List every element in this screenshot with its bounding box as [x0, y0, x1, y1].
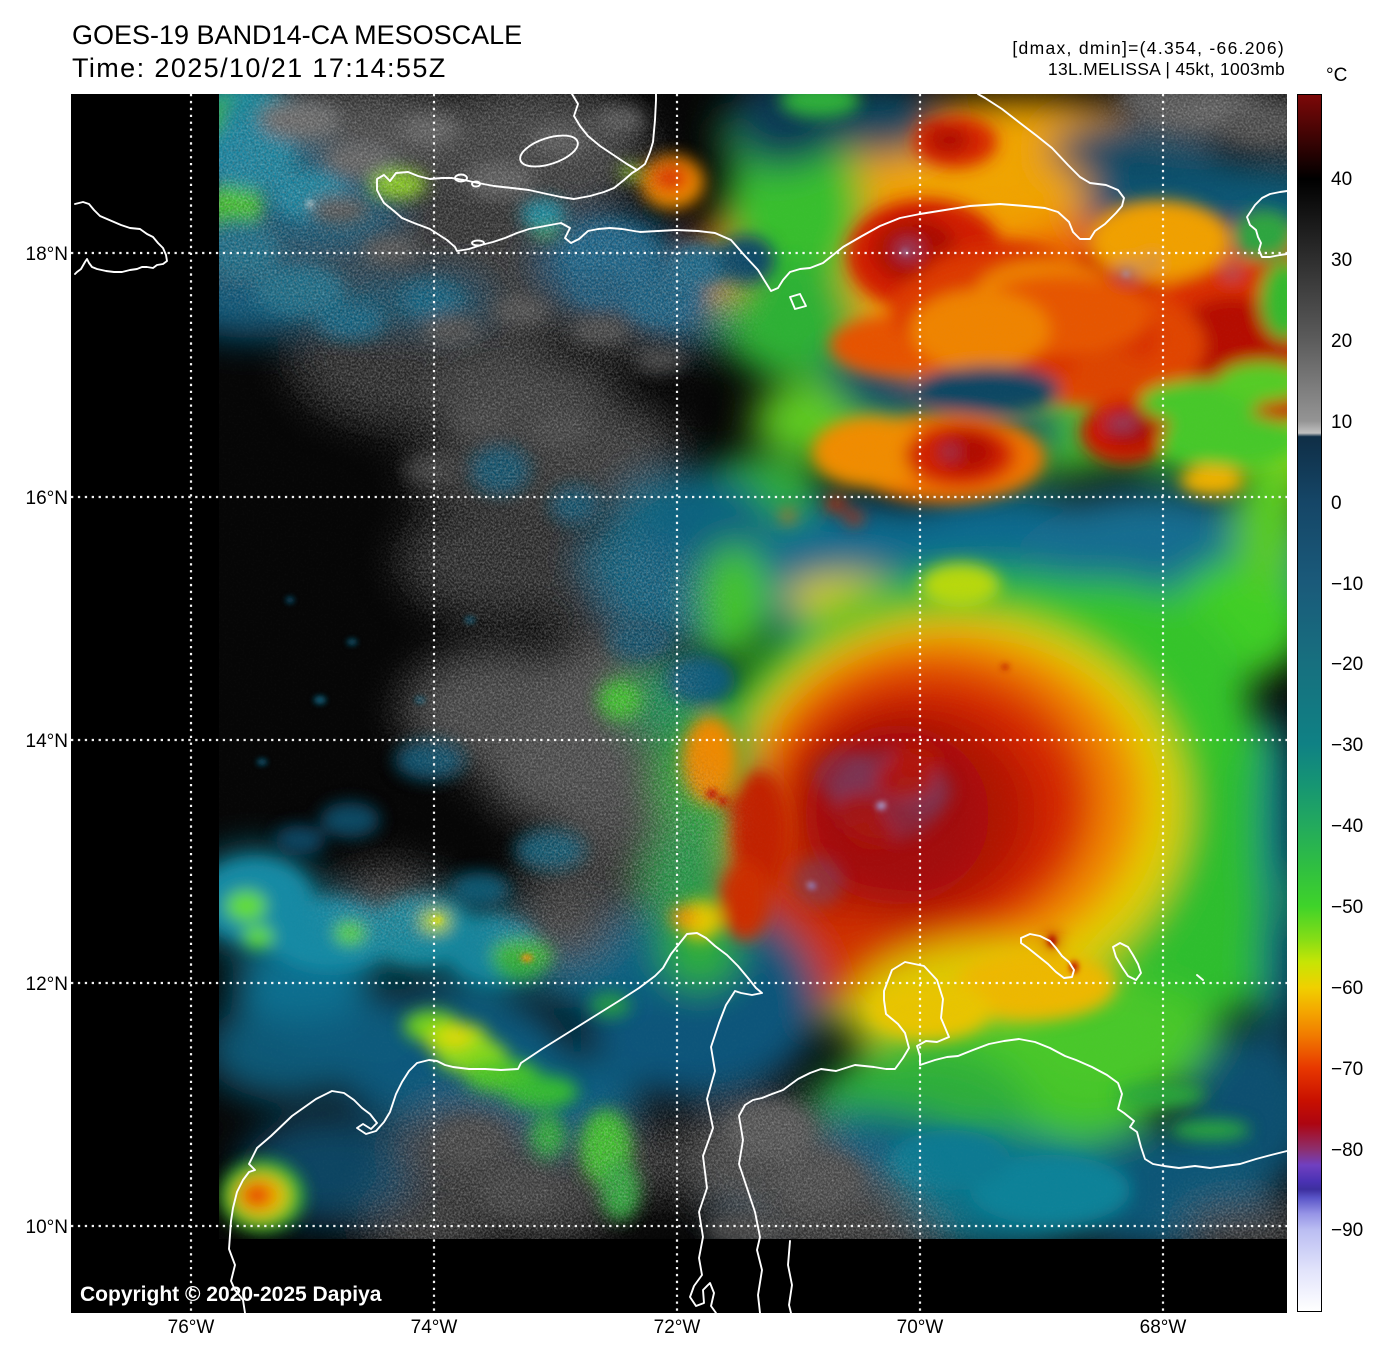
svg-text:Copyright © 2020-2025 Dapiya: Copyright © 2020-2025 Dapiya: [80, 1283, 382, 1306]
